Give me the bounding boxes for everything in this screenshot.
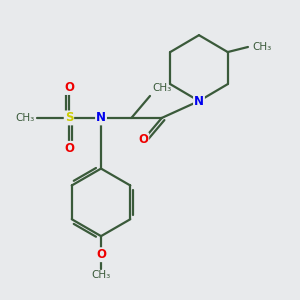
Text: S: S bbox=[65, 111, 73, 124]
Text: CH₃: CH₃ bbox=[153, 83, 172, 93]
Text: CH₃: CH₃ bbox=[252, 42, 271, 52]
Text: CH₃: CH₃ bbox=[92, 270, 111, 280]
Text: N: N bbox=[194, 94, 204, 107]
Text: O: O bbox=[64, 142, 74, 155]
Text: O: O bbox=[96, 248, 106, 261]
Text: O: O bbox=[138, 134, 148, 146]
Text: O: O bbox=[64, 81, 74, 94]
Text: CH₃: CH₃ bbox=[15, 113, 34, 123]
Text: N: N bbox=[96, 111, 106, 124]
